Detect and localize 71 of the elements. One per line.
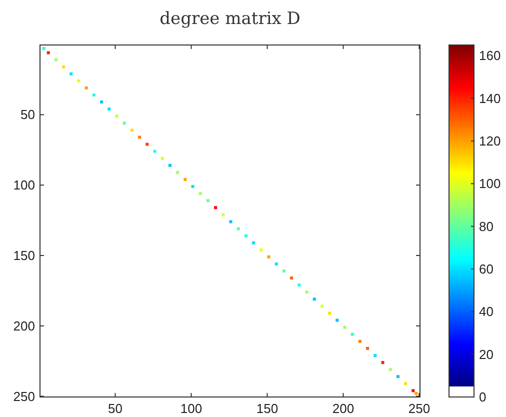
point (168, 164, 172, 167)
point (222, 213, 225, 216)
point (146, 142, 149, 146)
point (176, 170, 180, 174)
point (46, 51, 50, 54)
point (305, 290, 308, 294)
point (267, 255, 270, 258)
x-tick-label: 200 (332, 401, 354, 416)
point (92, 93, 96, 96)
point (160, 156, 164, 160)
color-bar-label: 80 (479, 218, 494, 234)
x-tick-label: 50 (108, 401, 122, 416)
point (236, 227, 240, 230)
point (404, 382, 408, 386)
y-tick-label: 250 (13, 388, 35, 404)
point (130, 128, 134, 132)
point (343, 326, 346, 329)
point (350, 332, 354, 336)
point (122, 122, 126, 125)
point (153, 150, 156, 153)
y-tick-label: 100 (13, 178, 35, 193)
point (290, 276, 294, 280)
point (336, 318, 339, 322)
point (108, 108, 111, 111)
point (84, 86, 88, 90)
color-bar-label: 100 (479, 176, 501, 192)
point (198, 192, 202, 196)
point (381, 361, 384, 364)
y-tick-label: 50 (20, 107, 35, 122)
x-tick-label: 150 (256, 401, 278, 416)
color-bar-label: 0 (479, 390, 486, 404)
point (77, 79, 80, 82)
point (414, 392, 418, 395)
point (138, 136, 142, 139)
point (191, 185, 194, 188)
y-tick-label: 150 (13, 248, 35, 263)
color-bar-label: 160 (479, 48, 501, 64)
point (252, 241, 256, 244)
point (214, 206, 218, 210)
point (358, 340, 362, 343)
point (229, 220, 232, 224)
color-bar-label: 20 (479, 346, 494, 362)
point (62, 65, 66, 68)
point (54, 58, 58, 62)
point (100, 100, 104, 104)
point (412, 389, 415, 392)
point (244, 234, 248, 238)
point (70, 72, 73, 76)
color-bar-label: 60 (479, 262, 494, 276)
point (388, 368, 392, 372)
point (396, 375, 400, 378)
point (328, 312, 332, 315)
point (366, 346, 370, 350)
point (184, 178, 187, 181)
x-tick-label: 250 (408, 401, 430, 416)
point (115, 114, 118, 118)
chart-title: degree matrix D (160, 9, 300, 29)
color-bar-label: 140 (479, 90, 501, 106)
color-bar-label: 40 (479, 304, 494, 320)
y-tick-label: 200 (13, 318, 35, 334)
point (274, 262, 278, 266)
point (282, 269, 286, 272)
point (320, 304, 324, 308)
point (206, 199, 210, 202)
point (312, 298, 316, 301)
point (298, 284, 301, 287)
point (42, 47, 46, 50)
point (260, 248, 263, 252)
x-tick-label: 100 (180, 401, 202, 416)
point (374, 354, 377, 357)
color-bar-label: 120 (479, 134, 501, 148)
